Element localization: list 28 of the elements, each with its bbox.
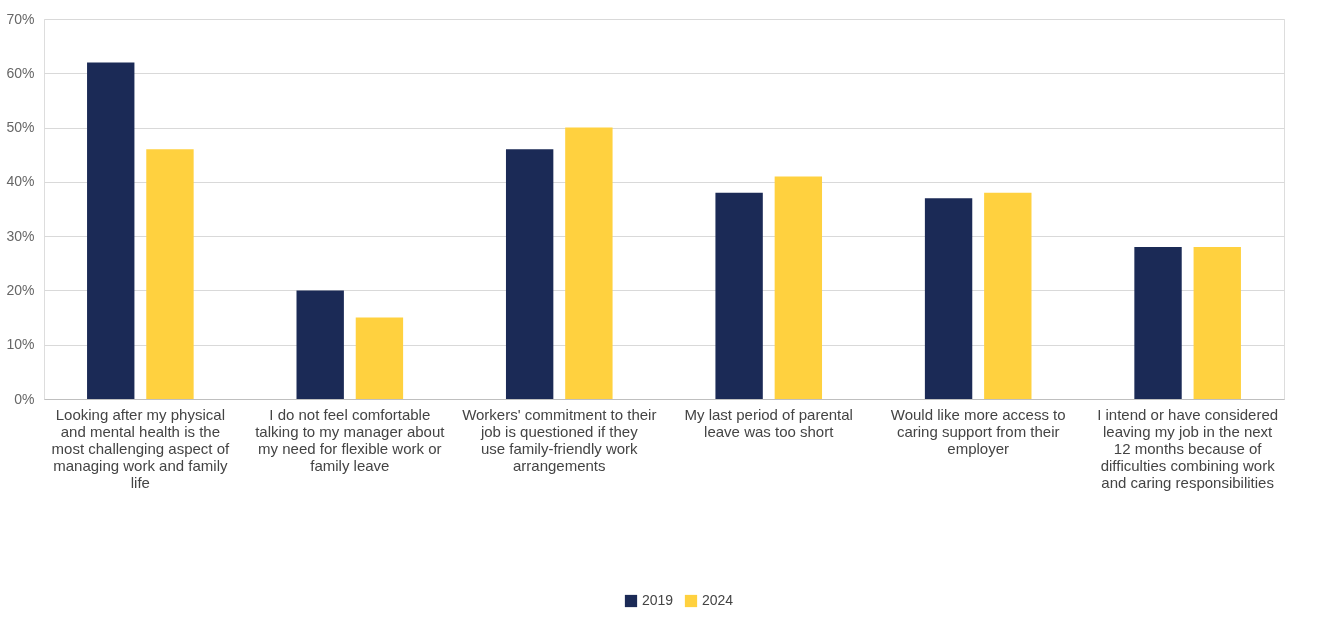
legend-label: 2019 (642, 592, 674, 608)
y-tick-label: 40% (6, 173, 35, 190)
bar (1193, 247, 1241, 399)
x-tick-label: I intend or have considered leaving my job in the next 12 months because of difficulties combining work and caring responsibilities (1097, 405, 1279, 491)
bar (355, 317, 404, 399)
bar (87, 62, 135, 399)
y-tick-label: 10% (6, 336, 35, 353)
legend-label: 2024 (702, 592, 734, 608)
bar (715, 192, 763, 399)
y-tick-label: 20% (6, 281, 35, 298)
y-tick-label: 30% (6, 227, 35, 244)
bar (565, 127, 613, 399)
x-tick-label: I do not feel comfortable talking to my manager about my need for flexible work or family leave (255, 405, 446, 474)
y-tick-label: 70% (6, 10, 35, 27)
bar (1134, 247, 1182, 399)
x-tick-label: Looking after my physical and mental health is the most challenging aspect of managing work and family life (51, 405, 230, 491)
y-tick-label: 50% (6, 119, 35, 136)
bar (924, 198, 973, 399)
bar (146, 149, 194, 399)
y-tick-label: 0% (14, 390, 35, 407)
x-tick-label: Workers' commitment to their job is questioned if they use family-friendly work arrangements (462, 405, 657, 474)
bar (984, 192, 1032, 399)
x-tick-label: My last period of parental leave was too short (684, 405, 853, 440)
bar (505, 149, 554, 399)
x-tick-label: Would like more access to caring support from their employer (890, 405, 1066, 457)
y-tick-label: 60% (6, 64, 35, 81)
bar (774, 176, 823, 399)
bar (296, 290, 344, 399)
